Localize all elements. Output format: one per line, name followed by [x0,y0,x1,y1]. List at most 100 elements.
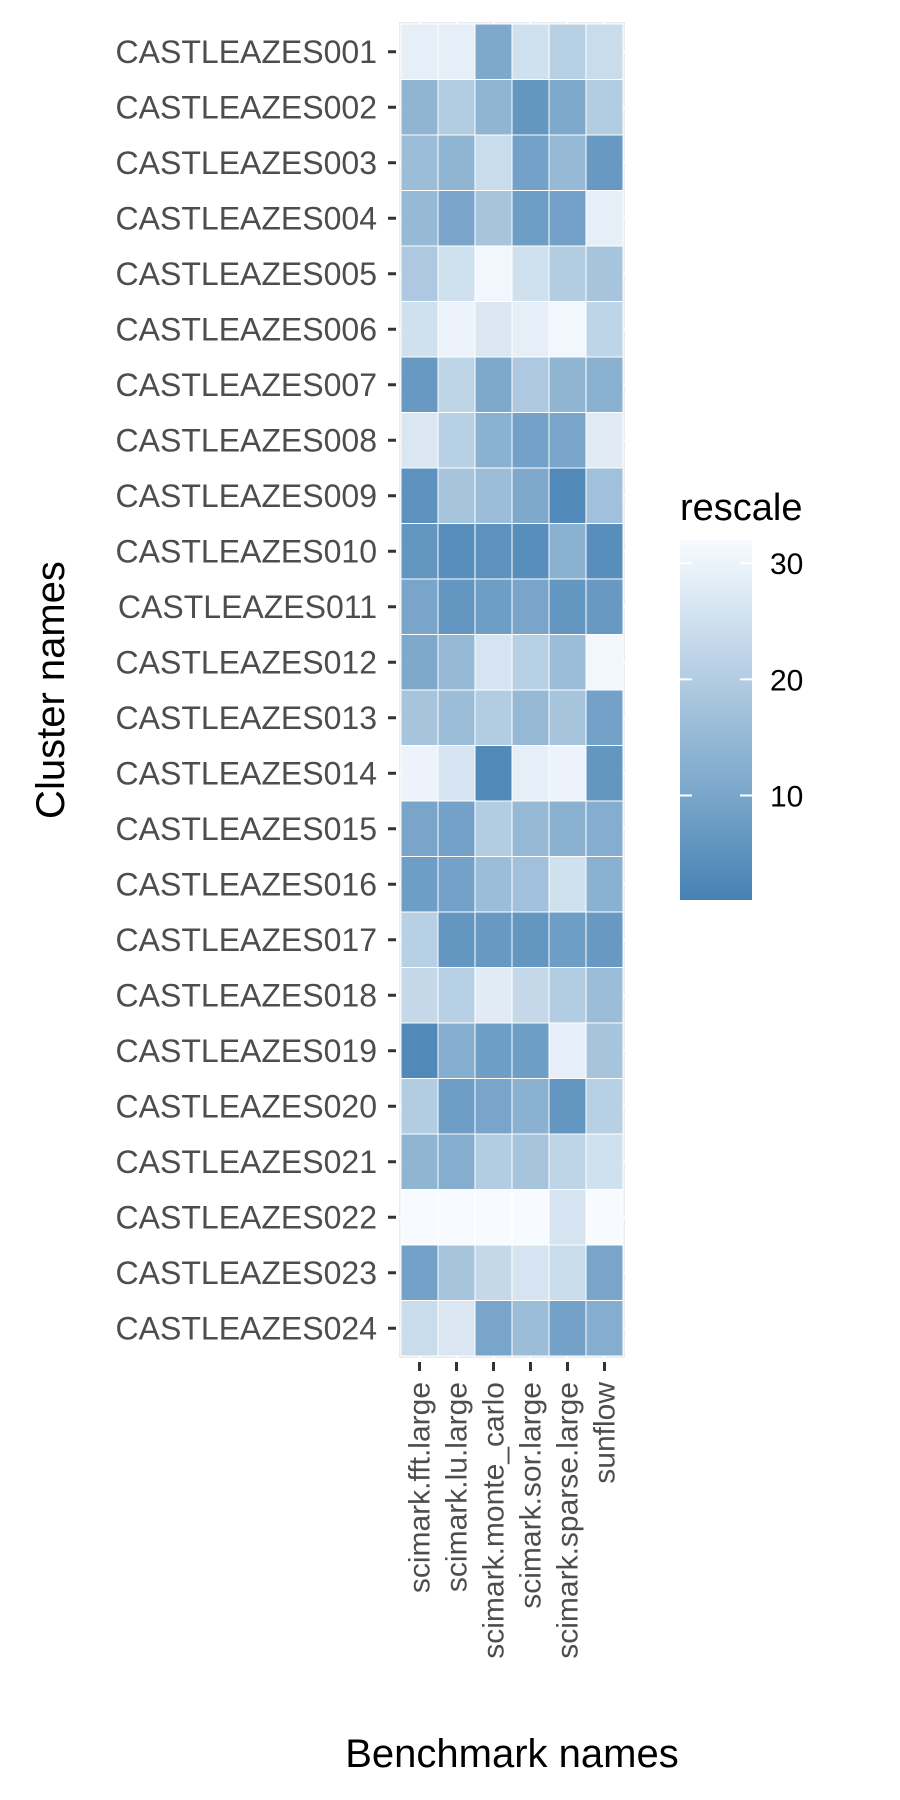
heatmap-tile [400,856,439,913]
heatmap-tile [511,134,550,191]
heatmap-tile [585,79,624,136]
y-tick-label: CASTLEAZES006 [116,311,377,347]
y-tick-label: CASTLEAZES013 [116,700,377,736]
heatmap-tile [474,1022,513,1079]
heatmap-tile [437,1189,476,1246]
heatmap-tile [548,134,587,191]
heatmap-tile [548,245,587,302]
heatmap-tile [474,190,513,247]
heatmap-tile [400,800,439,857]
heatmap-tile [400,1078,439,1135]
heatmap-tile [548,911,587,968]
heatmap-tile [400,911,439,968]
heatmap-tile [585,578,624,635]
heatmap-tile [511,23,550,80]
heatmap-tile [437,689,476,746]
heatmap-tile [548,356,587,413]
y-tick-label: CASTLEAZES022 [116,1199,377,1235]
y-axis-title: Cluster names [29,561,73,819]
heatmap-tile [437,911,476,968]
y-tick-label: CASTLEAZES016 [116,866,377,902]
heatmap-tile [585,467,624,524]
heatmap-tile [400,412,439,469]
heatmap-tile [437,467,476,524]
heatmap-tile [474,1078,513,1135]
heatmap-tile [474,301,513,358]
heatmap-tile [474,689,513,746]
heatmap-tile [511,245,550,302]
heatmap-tile [548,856,587,913]
y-tick-label: CASTLEAZES011 [118,589,377,625]
heatmap-tile [437,1078,476,1135]
heatmap-tile [437,1300,476,1357]
y-tick-label: CASTLEAZES002 [116,89,377,125]
legend-tick-label: 30 [770,548,803,581]
legend-title: rescale [680,487,803,529]
heatmap-tile [400,190,439,247]
heatmap-tile [400,301,439,358]
heatmap-tile [511,1244,550,1301]
heatmap-tile [400,967,439,1024]
heatmap-tile [585,190,624,247]
x-tick-label: scimark.sor.large [515,1382,548,1609]
heatmap-tile [548,1022,587,1079]
heatmap-tile [585,301,624,358]
x-tick-label: sunflow [589,1382,622,1484]
y-tick-label: CASTLEAZES019 [116,1033,377,1069]
heatmap-tile [400,634,439,691]
heatmap-tile [511,1022,550,1079]
heatmap-tile [474,745,513,802]
heatmap-tile [511,523,550,580]
heatmap-tile [437,1244,476,1301]
heatmap-tile [548,1133,587,1190]
heatmap-tile [548,467,587,524]
heatmap-tile [474,23,513,80]
heatmap-tile [474,800,513,857]
heatmap-tile [585,800,624,857]
x-tick-label: scimark.lu.large [441,1382,474,1592]
heatmap-tile [548,523,587,580]
heatmap-tile [474,412,513,469]
heatmap-tile [437,578,476,635]
heatmap-tile [511,578,550,635]
y-tick-label: CASTLEAZES004 [116,200,377,236]
heatmap-tile [474,467,513,524]
heatmap-tile [474,578,513,635]
heatmap-tile [585,523,624,580]
heatmap-tile [437,1133,476,1190]
y-tick-label: CASTLEAZES008 [116,422,377,458]
heatmap-tile [511,190,550,247]
heatmap-tile [585,356,624,413]
heatmap-tile [548,1244,587,1301]
heatmap-tile [437,79,476,136]
x-axis: scimark.fft.large scimark.lu.large scimark… [404,1362,622,1659]
heatmap-tile [585,1022,624,1079]
heatmap-tile [400,79,439,136]
x-axis-title: Benchmark names [345,1732,678,1776]
legend-tick-label: 20 [770,664,803,697]
heatmap-tile [585,412,624,469]
heatmap-tile [400,356,439,413]
heatmap-tile [437,1022,476,1079]
heatmap-tile [585,745,624,802]
heatmap-tile [400,467,439,524]
heatmap-tiles [400,23,624,1357]
legend-ticks: 10 20 30 [680,548,803,813]
y-tick-label: CASTLEAZES003 [116,145,377,181]
heatmap-tile [585,634,624,691]
heatmap-tile [437,800,476,857]
heatmap-tile [400,1133,439,1190]
y-tick-label: CASTLEAZES012 [116,644,377,680]
heatmap-tile [548,745,587,802]
heatmap-tile [548,301,587,358]
heatmap-tile [548,578,587,635]
heatmap-tile [437,23,476,80]
heatmap-tile [548,190,587,247]
heatmap-tile [585,1189,624,1246]
heatmap-tile [511,1133,550,1190]
x-tick-label: scimark.fft.large [404,1382,437,1593]
heatmap-tile [548,967,587,1024]
heatmap-tile [548,1300,587,1357]
heatmap-tile [548,412,587,469]
